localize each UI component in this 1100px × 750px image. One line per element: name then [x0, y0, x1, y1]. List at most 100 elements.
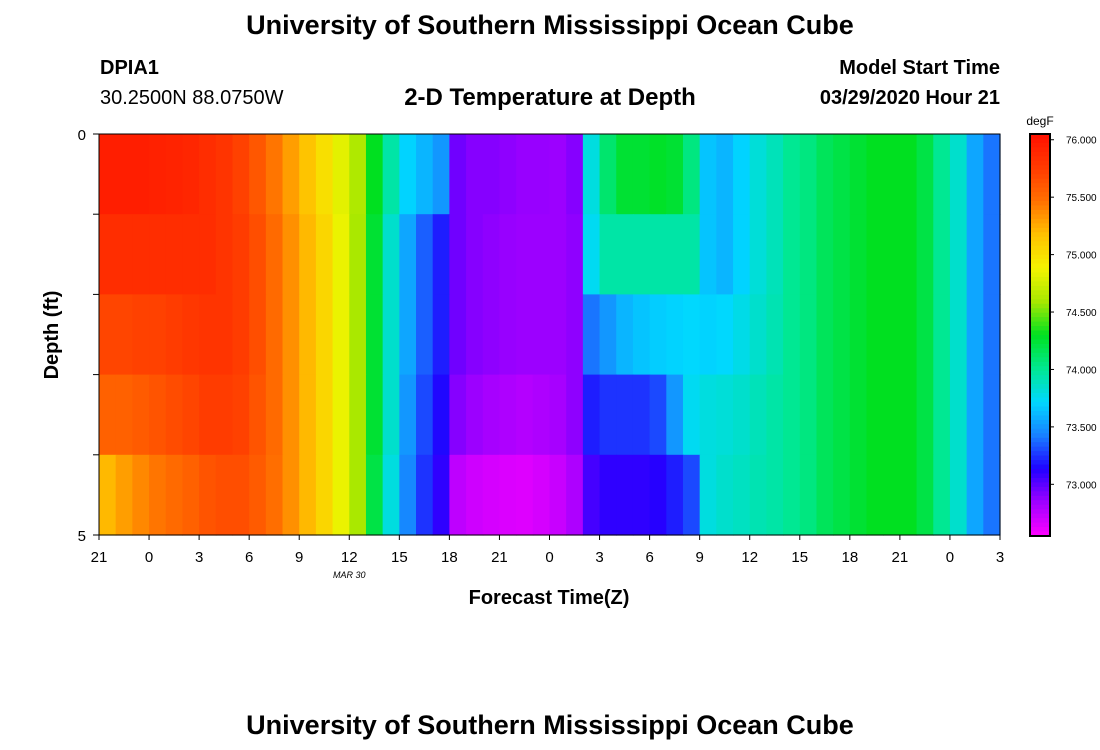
heatmap-cell	[849, 374, 868, 456]
colorbar-swatch	[1030, 446, 1050, 452]
chart-title: 2-D Temperature at Depth	[404, 84, 696, 111]
heatmap-cell	[766, 294, 784, 376]
colorbar-swatch	[1030, 482, 1050, 488]
heatmap-cell	[382, 374, 400, 456]
heatmap-cell	[716, 134, 734, 215]
heatmap-cell	[949, 374, 968, 456]
heatmap-cell	[666, 214, 684, 295]
heatmap-cell	[599, 454, 617, 536]
heatmap-cell	[99, 454, 117, 536]
heatmap-cell	[399, 294, 417, 376]
heatmap-cell	[215, 374, 234, 456]
colorbar-swatch	[1030, 424, 1050, 430]
heatmap-cell	[649, 374, 667, 456]
heatmap-cell	[249, 374, 267, 456]
heatmap-cell	[933, 454, 951, 536]
heatmap-cell	[733, 294, 751, 376]
heatmap-cell	[666, 134, 684, 215]
heatmap-cell	[482, 454, 501, 536]
heatmap-cell	[966, 294, 984, 376]
heatmap-cell	[516, 374, 534, 456]
colorbar-swatch	[1030, 379, 1050, 385]
heatmap-cell	[349, 374, 367, 456]
heatmap-cell	[132, 214, 150, 295]
colorbar-swatch	[1030, 308, 1050, 314]
heatmap-cell	[716, 454, 734, 536]
colorbar-swatch	[1030, 437, 1050, 443]
heatmap-cell	[532, 454, 551, 536]
heatmap-cell	[516, 214, 534, 295]
heatmap-cell	[866, 374, 884, 456]
heatmap-cell	[599, 294, 617, 376]
heatmap-cell	[499, 134, 517, 215]
heatmap-cell	[666, 454, 684, 536]
heatmap-cell	[833, 134, 851, 215]
heatmap-cell	[232, 374, 250, 456]
heatmap-cell	[416, 134, 434, 215]
heatmap-cell	[265, 374, 284, 456]
colorbar-swatch	[1030, 509, 1050, 515]
colorbar-swatch	[1030, 151, 1050, 157]
heatmap-cell	[365, 374, 384, 456]
colorbar-swatch	[1030, 201, 1050, 207]
heatmap-cell	[332, 374, 350, 456]
heatmap-cell	[616, 294, 634, 376]
colorbar-swatch	[1030, 348, 1050, 354]
colorbar-swatch	[1030, 147, 1050, 153]
heatmap-cell	[516, 294, 534, 376]
heatmap-cell	[783, 294, 801, 376]
heatmap-cell	[132, 374, 150, 456]
heatmap-cell	[699, 134, 717, 215]
heatmap-cell	[783, 214, 801, 295]
heatmap-cell	[249, 294, 267, 376]
heatmap-cell	[916, 454, 934, 536]
heatmap-cell	[849, 214, 868, 295]
colorbar-swatch	[1030, 268, 1050, 274]
heatmap-cell	[265, 294, 284, 376]
heatmap-cell	[182, 454, 200, 536]
heatmap-cell	[699, 214, 717, 295]
colorbar-swatch	[1030, 397, 1050, 403]
heatmap-cell	[265, 134, 284, 215]
heatmap-cell	[382, 214, 400, 295]
colorbar-swatch	[1030, 518, 1050, 524]
heatmap-cell	[349, 134, 367, 215]
x-tick-label: 18	[841, 549, 858, 566]
heatmap-cell	[466, 134, 484, 215]
heatmap-cell	[432, 214, 450, 295]
heatmap-cell	[249, 454, 267, 536]
heatmap-cell	[115, 374, 133, 456]
heatmap-cell	[99, 294, 117, 376]
date-label: MAR 30	[333, 570, 366, 580]
colorbar-swatch	[1030, 245, 1050, 251]
heatmap-cell	[916, 374, 934, 456]
colorbar-swatch	[1030, 321, 1050, 327]
colorbar-swatch	[1030, 522, 1050, 528]
heatmap-cell	[165, 214, 184, 295]
heatmap-cell	[949, 214, 968, 295]
colorbar-swatch	[1030, 276, 1050, 282]
y-tick-label: 5	[78, 528, 86, 545]
colorbar-tick-label: 75.000	[1066, 251, 1097, 262]
x-tick-label: 21	[892, 549, 909, 566]
heatmap-cell	[566, 134, 584, 215]
heatmap-cell	[299, 294, 317, 376]
heatmap-cell	[983, 294, 1001, 376]
heatmap-cell	[582, 454, 601, 536]
heatmap-cell	[783, 454, 801, 536]
heatmap-cell	[382, 134, 400, 215]
heatmap-cell	[833, 294, 851, 376]
heatmap-cell	[532, 294, 551, 376]
colorbar-swatch	[1030, 259, 1050, 265]
heatmap-cell	[766, 454, 784, 536]
heatmap-cell	[132, 134, 150, 215]
heatmap-cell	[115, 214, 133, 295]
heatmap-cell	[532, 374, 551, 456]
heatmap-cell	[199, 454, 217, 536]
heatmap-cell	[582, 134, 601, 215]
colorbar-swatch	[1030, 317, 1050, 323]
heatmap-cell	[199, 214, 217, 295]
heatmap-cell	[866, 294, 884, 376]
heatmap-cell	[933, 294, 951, 376]
x-tick-label: 3	[195, 549, 203, 566]
